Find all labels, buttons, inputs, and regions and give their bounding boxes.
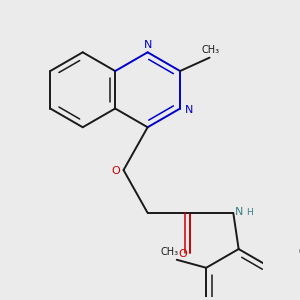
Text: CH₃: CH₃ <box>160 248 178 257</box>
Text: N: N <box>143 40 152 50</box>
Text: CH₃: CH₃ <box>299 248 300 257</box>
Text: H: H <box>246 208 253 217</box>
Text: N: N <box>235 207 244 217</box>
Text: O: O <box>179 249 188 260</box>
Text: N: N <box>185 105 194 115</box>
Text: O: O <box>112 166 121 176</box>
Text: CH₃: CH₃ <box>202 45 220 55</box>
